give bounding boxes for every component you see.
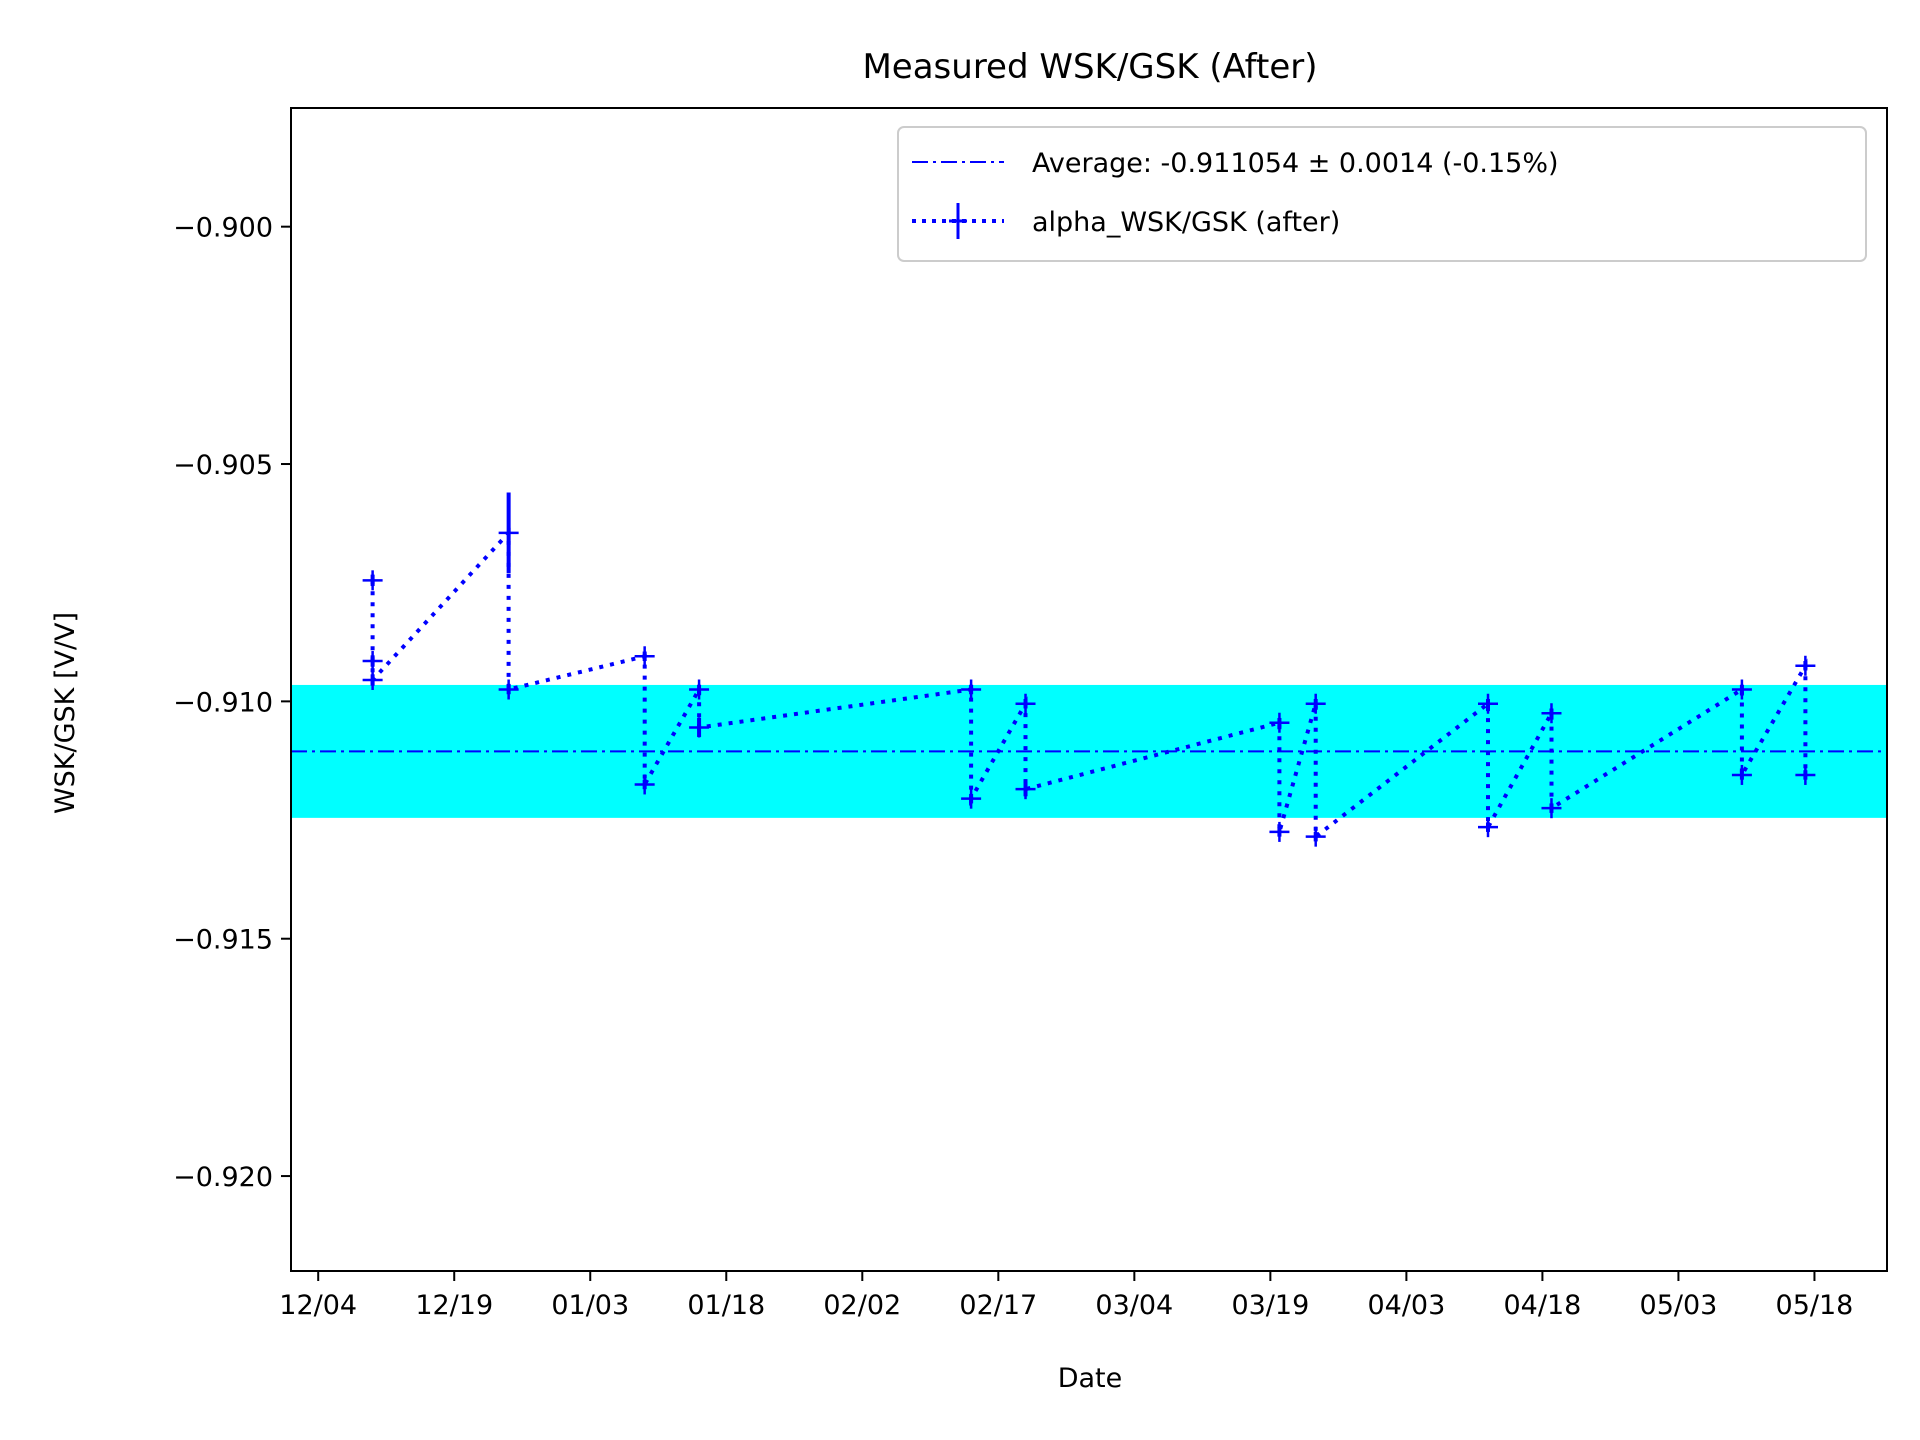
x-tick-label: 12/04: [279, 1290, 357, 1321]
x-tick-label: 12/19: [415, 1290, 493, 1321]
x-tick-label: 03/04: [1095, 1290, 1173, 1321]
x-tick-label: 01/03: [551, 1290, 629, 1321]
data-point: [634, 774, 655, 795]
legend-series-label: alpha_WSK/GSK (after): [1032, 207, 1340, 238]
data-point: [1541, 798, 1562, 819]
data-point: [689, 717, 710, 738]
x-tick-label: 05/03: [1640, 1290, 1718, 1321]
data-point: [1478, 693, 1498, 714]
y-tick-label: −0.915: [173, 925, 273, 956]
data-point: [498, 679, 519, 700]
data-point: [1731, 764, 1752, 785]
data-point: [689, 679, 710, 700]
y-tick-label: −0.905: [173, 450, 273, 481]
x-tick-label: 04/03: [1367, 1290, 1445, 1321]
data-point: [1541, 703, 1562, 724]
data-point: [1731, 679, 1752, 700]
data-point: [1269, 712, 1290, 733]
data-point: [362, 570, 383, 591]
data-point: [1795, 764, 1816, 785]
plot-area: [291, 492, 1887, 847]
data-point: [498, 492, 519, 574]
x-axis-ticks: 12/04 12/19 01/03 01/18 02/02 02/17 03/04 03/19…: [279, 1271, 1853, 1321]
legend: Average: -0.911054 ± 0.0014 (-0.15%) alp…: [897, 126, 1867, 262]
x-axis-label: Date: [1058, 1363, 1123, 1394]
y-tick-label: −0.900: [173, 213, 273, 244]
x-tick-label: 02/17: [959, 1290, 1037, 1321]
x-tick-label: 03/19: [1231, 1290, 1309, 1321]
x-tick-label: 01/18: [687, 1290, 765, 1321]
legend-average-label: Average: -0.911054 ± 0.0014 (-0.15%): [1032, 148, 1559, 179]
data-point: [961, 788, 982, 809]
y-axis-label: WSK/GSK [V/V]: [50, 612, 81, 814]
data-point: [1015, 779, 1036, 800]
x-tick-label: 04/18: [1504, 1290, 1582, 1321]
data-point: [362, 651, 383, 672]
data-point: [1269, 821, 1290, 842]
data-point: [1305, 693, 1326, 714]
x-tick-label: 02/02: [823, 1290, 901, 1321]
x-tick-label: 05/18: [1776, 1290, 1854, 1321]
data-point: [634, 646, 655, 667]
data-point: [1795, 655, 1816, 676]
legend-series-marker-icon: [912, 203, 1004, 239]
data-point: [1478, 817, 1498, 838]
axes-frame: [290, 107, 1888, 1272]
plot-clip-group: [291, 492, 1887, 847]
legend-box: [897, 126, 1867, 262]
data-point: [362, 670, 383, 691]
y-tick-label: −0.910: [173, 687, 273, 718]
chart-title: Measured WSK/GSK (After): [862, 47, 1317, 87]
y-tick-label: −0.920: [173, 1162, 273, 1193]
data-point: [961, 679, 982, 700]
data-point: [1015, 693, 1036, 714]
data-point: [1305, 826, 1326, 847]
y-axis-ticks: −0.900 −0.905 −0.910 −0.915 −0.920: [173, 213, 291, 1193]
